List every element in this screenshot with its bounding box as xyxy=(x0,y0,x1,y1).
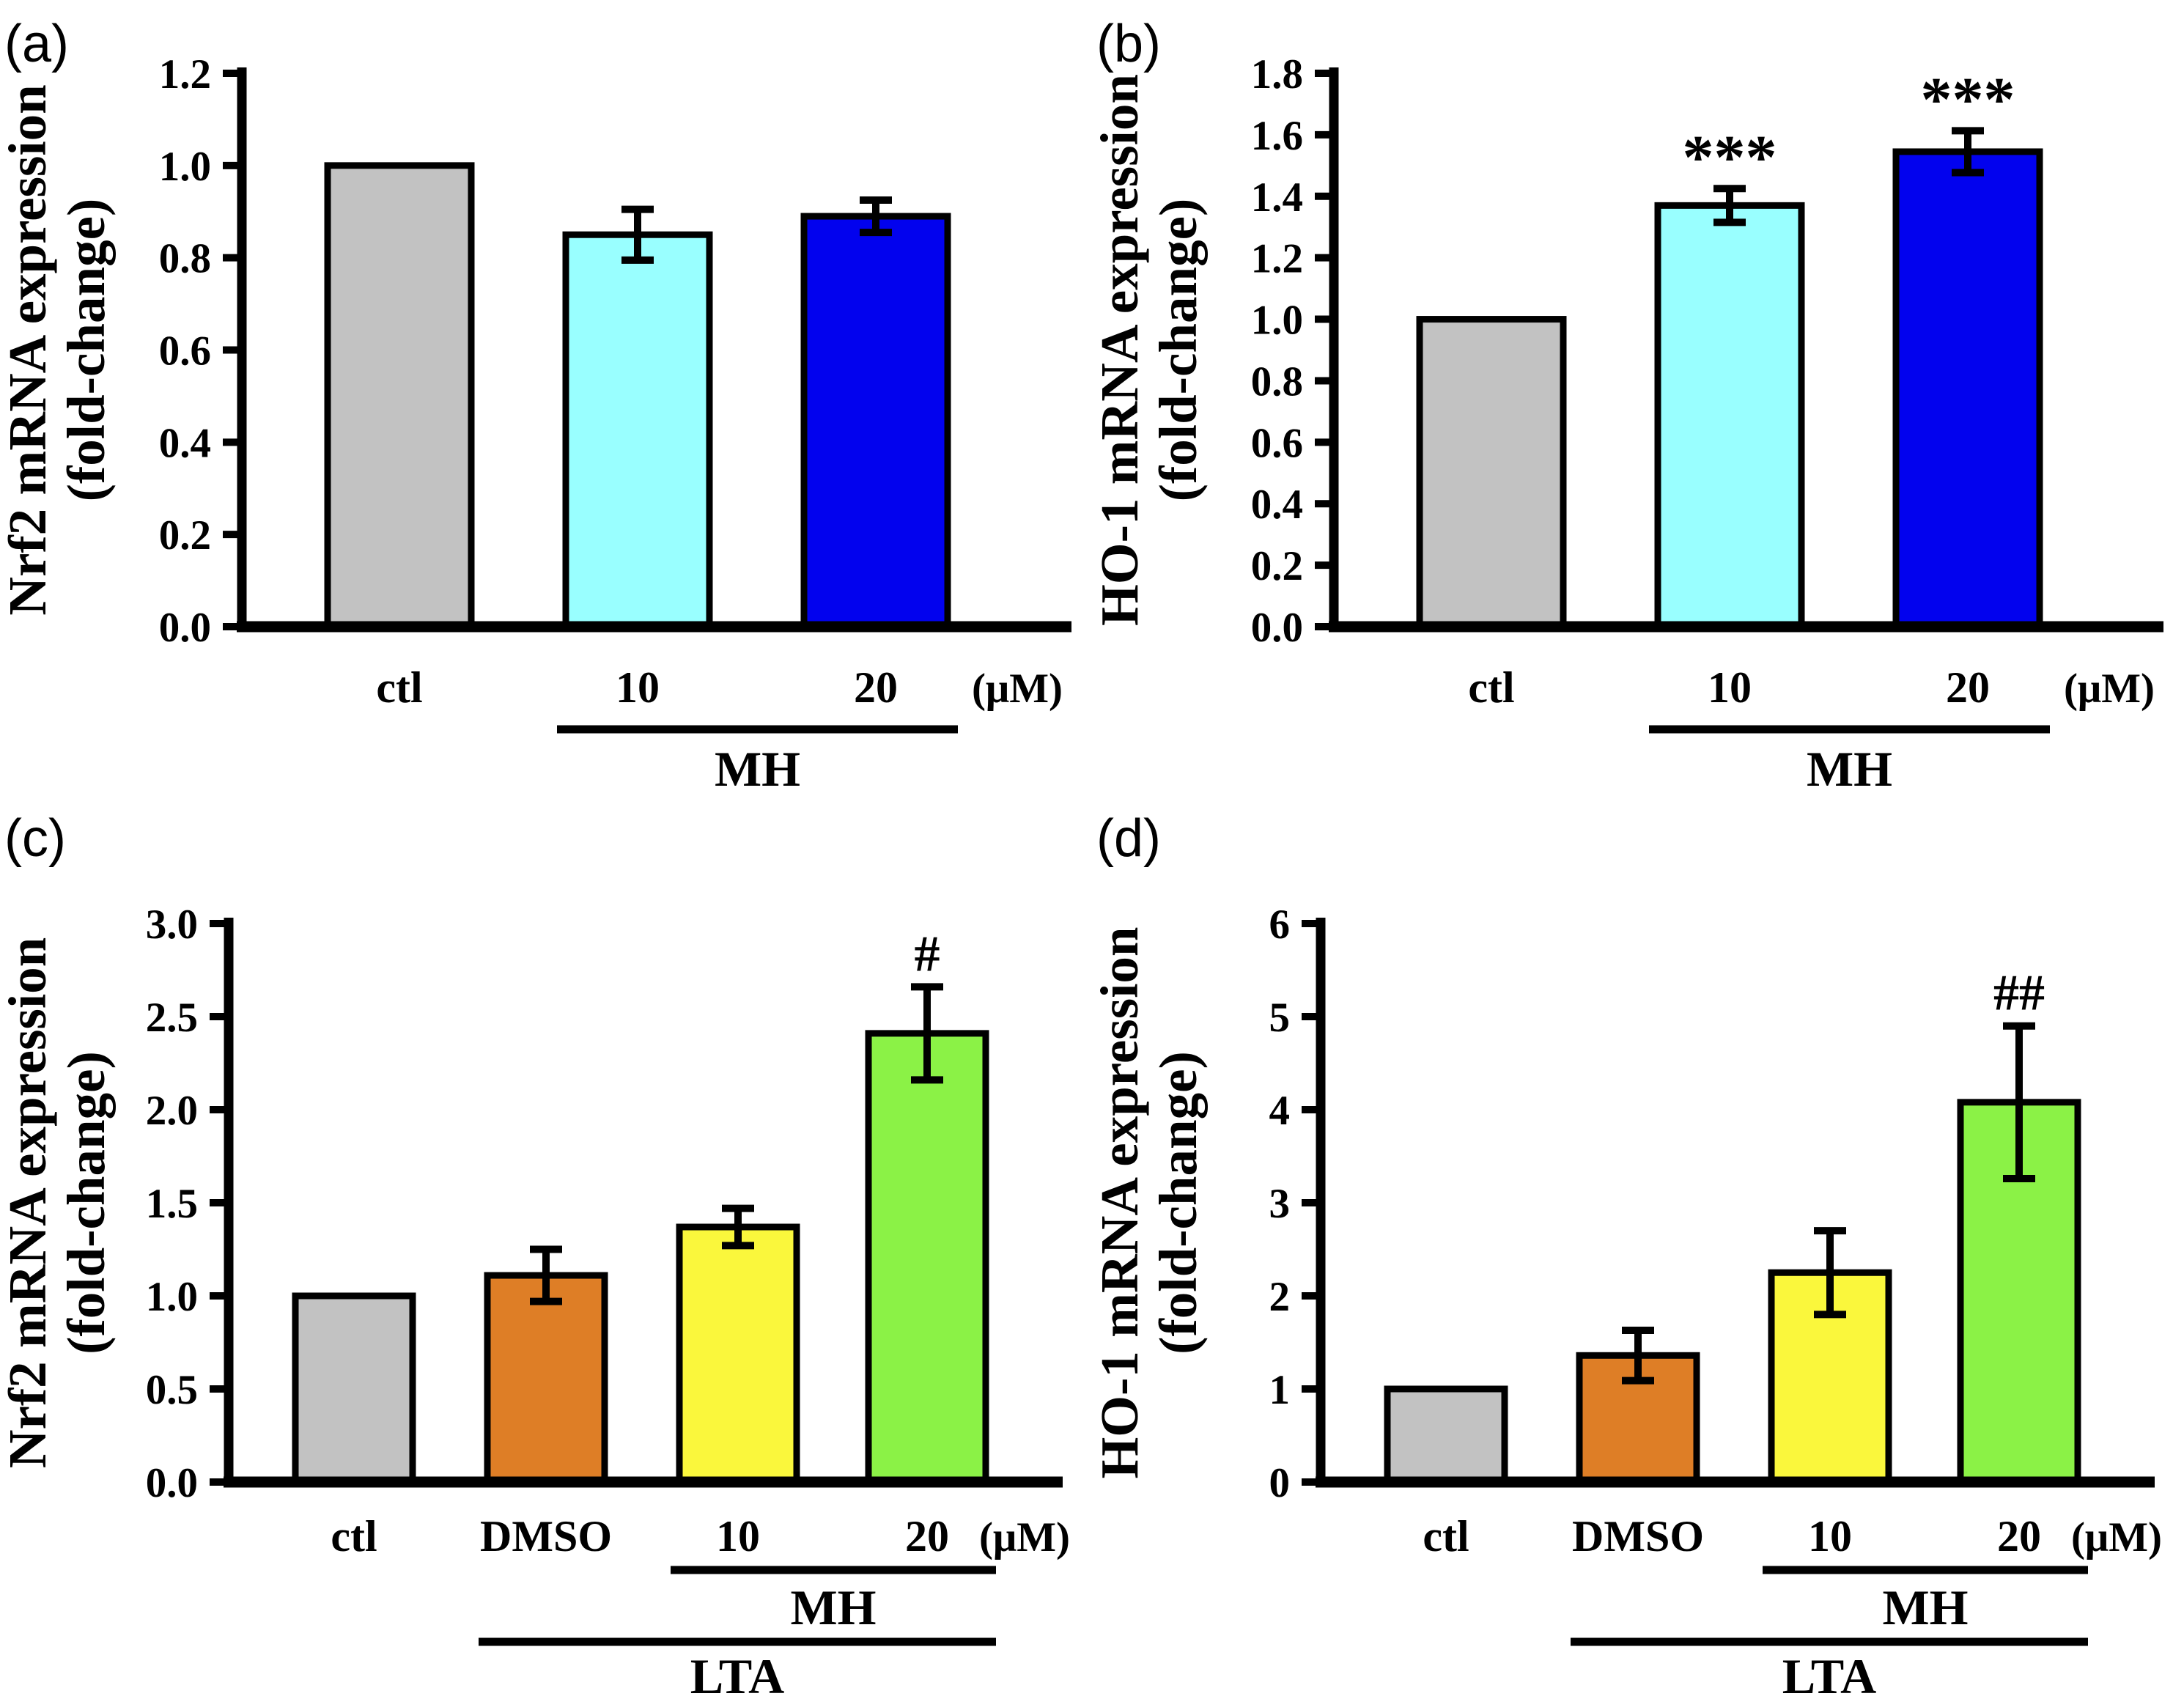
bar-ctl xyxy=(1416,316,1567,630)
category-label-20: 20 xyxy=(1997,1512,2041,1560)
category-label-ctl: ctl xyxy=(1423,1512,1469,1560)
y-axis-title-line1: Nrf2 mRNA expression xyxy=(0,937,57,1469)
significance-marker: *** xyxy=(1921,64,2015,134)
bar-20 xyxy=(800,213,951,630)
bar-20 xyxy=(865,1030,989,1486)
unit-label: (μM) xyxy=(2071,1514,2162,1560)
y-axis-title-line1: Nrf2 mRNA expression xyxy=(0,84,57,616)
category-label-10: 10 xyxy=(716,1512,760,1560)
group-label-MH: MH xyxy=(715,741,800,797)
y-tick-label: 0.8 xyxy=(159,236,211,282)
unit-label: (μM) xyxy=(2064,666,2155,712)
y-tick-label: 0.2 xyxy=(1251,543,1303,589)
y-tick-label: 3 xyxy=(1269,1181,1291,1227)
y-tick-label: 1.4 xyxy=(1251,174,1303,221)
category-label-DMSO: DMSO xyxy=(480,1512,612,1560)
bar-chart-a: (a) Nrf2 mRNA expression (fold-change) 0.0 0… xyxy=(0,15,1071,797)
panel-c: (c) Nrf2 mRNA expression (fold-change) 0.0 0… xyxy=(0,799,1092,1699)
y-tick-label: 1 xyxy=(1269,1367,1291,1413)
y-tick-label: 0.6 xyxy=(1251,420,1303,466)
panel-a: (a) Nrf2 mRNA expression (fold-change) 0.0 0… xyxy=(0,0,1092,799)
bar-chart-c: (c) Nrf2 mRNA expression (fold-change) 0.0 0… xyxy=(0,809,1070,1699)
panel-d: (d) HO-1 mRNA expression (fold-change) 0 1 2 3… xyxy=(1092,799,2184,1699)
y-tick-label: 0.0 xyxy=(1251,605,1303,651)
y-tick-label: 1.2 xyxy=(1251,236,1303,282)
y-tick-label: 1.0 xyxy=(1251,298,1303,344)
category-label-20: 20 xyxy=(1946,663,1990,712)
unit-label: (μM) xyxy=(979,1514,1070,1560)
y-tick-label: 0.0 xyxy=(146,1460,198,1506)
y-tick-label: 1.5 xyxy=(146,1181,198,1227)
bar-10 xyxy=(676,1223,800,1486)
panel-b: (b) HO-1 mRNA expression (fold-change) 0.0 0… xyxy=(1092,0,2184,799)
category-label-ctl: ctl xyxy=(376,663,422,712)
category-label-ctl: ctl xyxy=(1468,663,1514,712)
significance-marker: *** xyxy=(1683,122,1777,192)
y-tick-label: 2.0 xyxy=(146,1088,198,1134)
y-tick-label: 5 xyxy=(1269,995,1291,1041)
group-label-MH: MH xyxy=(790,1580,876,1635)
category-label-ctl: ctl xyxy=(331,1512,377,1560)
group-label-MH: MH xyxy=(1807,741,1892,797)
panel-letter-label: (b) xyxy=(1096,15,1161,73)
panel-letter-label: (c) xyxy=(4,809,66,868)
group-label-MH: MH xyxy=(1882,1580,1968,1635)
y-tick-label: 0.6 xyxy=(159,328,211,375)
y-tick-label: 0.8 xyxy=(1251,358,1303,405)
bar-20 xyxy=(1892,148,2043,630)
y-tick-label: 1.8 xyxy=(1251,51,1303,97)
y-tick-label: 1.0 xyxy=(159,144,211,190)
y-tick-label: 0.4 xyxy=(159,420,211,466)
bar-10 xyxy=(562,231,713,630)
category-label-10: 10 xyxy=(1708,663,1752,712)
panel-letter-label: (d) xyxy=(1096,809,1161,868)
y-tick-label: 0.4 xyxy=(1251,482,1303,528)
y-tick-label: 0 xyxy=(1269,1460,1291,1506)
significance-marker: # xyxy=(915,926,940,982)
y-axis-title-line1: HO-1 mRNA expression xyxy=(1092,927,1149,1479)
y-tick-label: 1.0 xyxy=(146,1274,198,1320)
bar-chart-d: (d) HO-1 mRNA expression (fold-change) 0 1 2 3… xyxy=(1092,809,2162,1699)
bar-ctl xyxy=(292,1292,416,1486)
bar-10 xyxy=(1654,202,1805,630)
group-label-LTA: LTA xyxy=(1782,1648,1877,1699)
y-tick-label: 2.5 xyxy=(146,995,198,1041)
category-label-20: 20 xyxy=(854,663,898,712)
y-tick-label: 0.5 xyxy=(146,1367,198,1413)
y-axis-title-line2: (fold-change) xyxy=(56,199,116,502)
bar-DMSO xyxy=(484,1272,608,1486)
y-tick-label: 6 xyxy=(1269,902,1291,948)
y-axis-title-line1: HO-1 mRNA expression xyxy=(1092,74,1149,626)
y-axis-title-line2: (fold-change) xyxy=(56,1051,116,1355)
panel-letter-label: (a) xyxy=(4,15,69,73)
bar-chart-b: (b)HO-1 mRNA expression (fold-change) 0.0 0… xyxy=(1092,15,2163,797)
y-tick-label: 0.2 xyxy=(159,512,211,559)
category-label-10: 10 xyxy=(616,663,660,712)
y-tick-label: 1.6 xyxy=(1251,113,1303,159)
y-tick-label: 4 xyxy=(1269,1088,1291,1134)
category-label-DMSO: DMSO xyxy=(1572,1512,1704,1560)
y-tick-label: 0.0 xyxy=(159,605,211,651)
y-tick-label: 1.2 xyxy=(159,51,211,97)
y-axis-title-line2: (fold-change) xyxy=(1148,1051,1208,1355)
category-label-20: 20 xyxy=(905,1512,949,1560)
unit-label: (μM) xyxy=(972,666,1063,712)
y-tick-label: 3.0 xyxy=(146,902,198,948)
significance-marker: ## xyxy=(1993,965,2045,1022)
bar-ctl xyxy=(1384,1385,1508,1486)
group-label-LTA: LTA xyxy=(690,1648,785,1699)
category-label-10: 10 xyxy=(1808,1512,1852,1560)
y-tick-label: 2 xyxy=(1269,1274,1291,1320)
bar-ctl xyxy=(324,162,475,630)
y-axis-title-line2: (fold-change) xyxy=(1148,199,1208,502)
